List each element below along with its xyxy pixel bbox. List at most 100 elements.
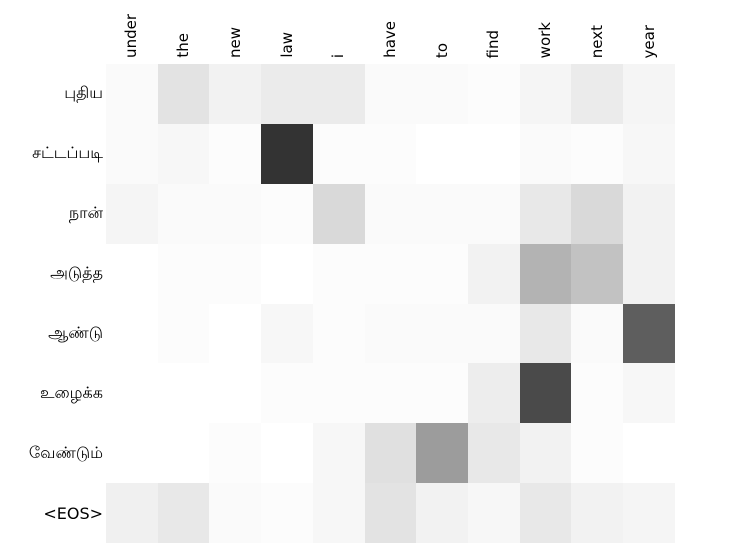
y-tick-label: உழைக்க — [40, 382, 103, 402]
heatmap-cell — [623, 303, 675, 364]
heatmap-cell — [106, 423, 158, 484]
x-tick-label: find — [484, 29, 503, 58]
heatmap-cell — [261, 183, 313, 244]
x-tick-i: i — [313, 0, 365, 64]
heatmap-cell — [571, 303, 624, 364]
heatmap-cell — [106, 303, 158, 364]
heatmap-cell — [519, 303, 572, 364]
x-tick-have: have — [365, 0, 417, 64]
heatmap-cell — [261, 483, 313, 544]
heatmap-cell — [623, 423, 675, 484]
heatmap-cell — [261, 64, 313, 124]
heatmap-cell — [571, 363, 624, 424]
heatmap-cell — [468, 363, 520, 424]
heatmap-cell — [106, 363, 158, 424]
heatmap-cell — [571, 183, 624, 244]
heatmap-cell — [106, 183, 158, 244]
heatmap-cell — [312, 64, 365, 124]
heatmap-cell — [209, 483, 262, 544]
heatmap-cell — [209, 123, 262, 184]
heatmap-cell — [468, 243, 520, 304]
x-tick-new: new — [209, 0, 261, 64]
x-tick-label: to — [432, 42, 451, 58]
heatmap-cell — [364, 243, 417, 304]
y-tick-label: சட்டப்படி — [32, 143, 103, 163]
heatmap-cell — [571, 64, 624, 124]
heatmap-cell — [261, 303, 313, 364]
heatmap-cell — [157, 243, 210, 304]
heatmap-cell — [571, 423, 624, 484]
x-tick-label: under — [122, 14, 141, 58]
heatmap-cell — [416, 123, 469, 184]
heatmap-cell — [519, 123, 572, 184]
x-tick-to: to — [416, 0, 468, 64]
heatmap-cell — [261, 123, 313, 184]
heatmap-cell — [519, 183, 572, 244]
heatmap-cell — [312, 123, 365, 184]
heatmap-grid — [106, 64, 675, 544]
heatmap-cell — [312, 483, 365, 544]
heatmap-cell — [519, 243, 572, 304]
heatmap-cell — [468, 64, 520, 124]
y-tick-label: அடுத்த — [50, 263, 103, 283]
y-tick-label: <EOS> — [43, 503, 103, 523]
heatmap-cell — [364, 423, 417, 484]
x-tick-next: next — [571, 0, 623, 64]
x-tick-label: the — [174, 33, 193, 58]
heatmap-cell — [106, 483, 158, 544]
heatmap-cell — [364, 123, 417, 184]
heatmap-cell — [106, 64, 158, 124]
x-tick-the: the — [158, 0, 210, 64]
heatmap-cell — [571, 123, 624, 184]
heatmap-cell — [364, 64, 417, 124]
heatmap-cell — [209, 303, 262, 364]
heatmap-cell — [623, 363, 675, 424]
x-tick-find: find — [468, 0, 520, 64]
heatmap-cell — [312, 303, 365, 364]
heatmap-cell — [416, 183, 469, 244]
heatmap-cell — [571, 483, 624, 544]
heatmap-cell — [519, 363, 572, 424]
heatmap-cell — [157, 64, 210, 124]
heatmap-cell — [623, 123, 675, 184]
x-tick-label: law — [277, 32, 296, 58]
heatmap-cell — [261, 363, 313, 424]
heatmap-cell — [261, 423, 313, 484]
x-tick-work: work — [520, 0, 572, 64]
heatmap-cell — [468, 183, 520, 244]
x-tick-label: have — [380, 21, 399, 58]
heatmap-cell — [468, 423, 520, 484]
heatmap-cell — [468, 123, 520, 184]
heatmap-cell — [209, 64, 262, 124]
heatmap-cell — [623, 183, 675, 244]
heatmap-cell — [312, 423, 365, 484]
heatmap-cell — [364, 303, 417, 364]
heatmap-cell — [571, 243, 624, 304]
heatmap-cell — [157, 363, 210, 424]
heatmap-cell — [416, 483, 469, 544]
heatmap-cell — [106, 123, 158, 184]
x-tick-law: law — [261, 0, 313, 64]
heatmap-cell — [312, 183, 365, 244]
heatmap-cell — [364, 183, 417, 244]
heatmap-cell — [364, 483, 417, 544]
y-tick-label: நான் — [68, 203, 103, 223]
heatmap-cell — [416, 423, 469, 484]
heatmap-cell — [209, 183, 262, 244]
x-tick-label: new — [225, 26, 244, 58]
heatmap-cell — [519, 423, 572, 484]
y-tick-label: ஆண்டு — [48, 322, 103, 342]
heatmap-cell — [209, 363, 262, 424]
x-tick-year: year — [623, 0, 675, 64]
x-axis-tick-labels: under the new law i have to find work next year — [106, 0, 675, 64]
heatmap-cell — [261, 243, 313, 304]
y-axis-tick-labels: புதிய சட்டப்படி நான் அடுத்த ஆண்டு உழைக்க வேண்ட… — [0, 64, 103, 543]
heatmap-cell — [623, 483, 675, 544]
heatmap-cell — [157, 483, 210, 544]
x-tick-under: under — [106, 0, 158, 64]
x-tick-label: next — [587, 24, 606, 58]
heatmap-cell — [364, 363, 417, 424]
heatmap-cell — [157, 423, 210, 484]
y-tick-label: புதிய — [64, 83, 103, 103]
